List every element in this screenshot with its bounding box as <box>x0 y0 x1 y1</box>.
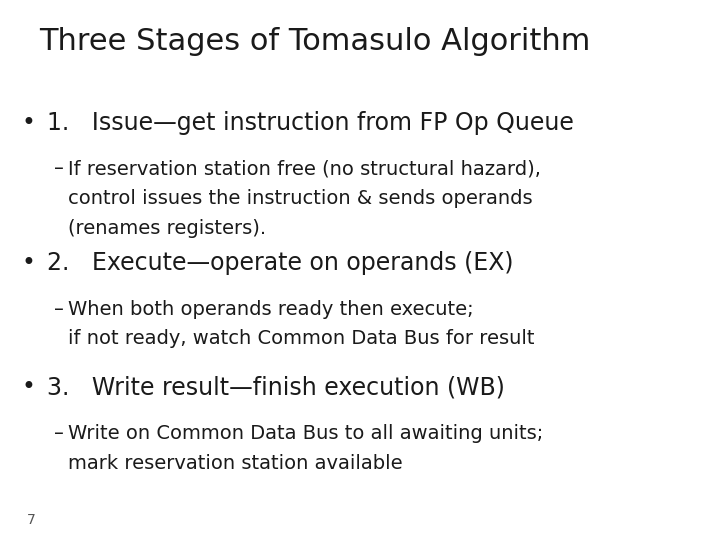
Text: 2.   Execute—operate on operands (EX): 2. Execute—operate on operands (EX) <box>47 251 513 275</box>
Text: –: – <box>54 424 64 443</box>
Text: If reservation station free (no structural hazard),: If reservation station free (no structur… <box>68 159 541 178</box>
Text: –: – <box>54 159 64 178</box>
Text: 7: 7 <box>27 512 36 526</box>
Text: Three Stages of Tomasulo Algorithm: Three Stages of Tomasulo Algorithm <box>40 27 591 56</box>
Text: (renames registers).: (renames registers). <box>68 219 266 238</box>
Text: control issues the instruction & sends operands: control issues the instruction & sends o… <box>68 189 533 208</box>
Text: 3.   Write result—finish execution (WB): 3. Write result—finish execution (WB) <box>47 375 505 399</box>
Text: •: • <box>22 251 35 275</box>
Text: if not ready, watch Common Data Bus for result: if not ready, watch Common Data Bus for … <box>68 329 535 348</box>
Text: •: • <box>22 111 35 134</box>
Text: 1.   Issue—get instruction from FP Op Queue: 1. Issue—get instruction from FP Op Queu… <box>47 111 574 134</box>
Text: mark reservation station available: mark reservation station available <box>68 454 403 472</box>
Text: –: – <box>54 300 64 319</box>
Text: When both operands ready then execute;: When both operands ready then execute; <box>68 300 474 319</box>
Text: •: • <box>22 375 35 399</box>
Text: Write on Common Data Bus to all awaiting units;: Write on Common Data Bus to all awaiting… <box>68 424 544 443</box>
